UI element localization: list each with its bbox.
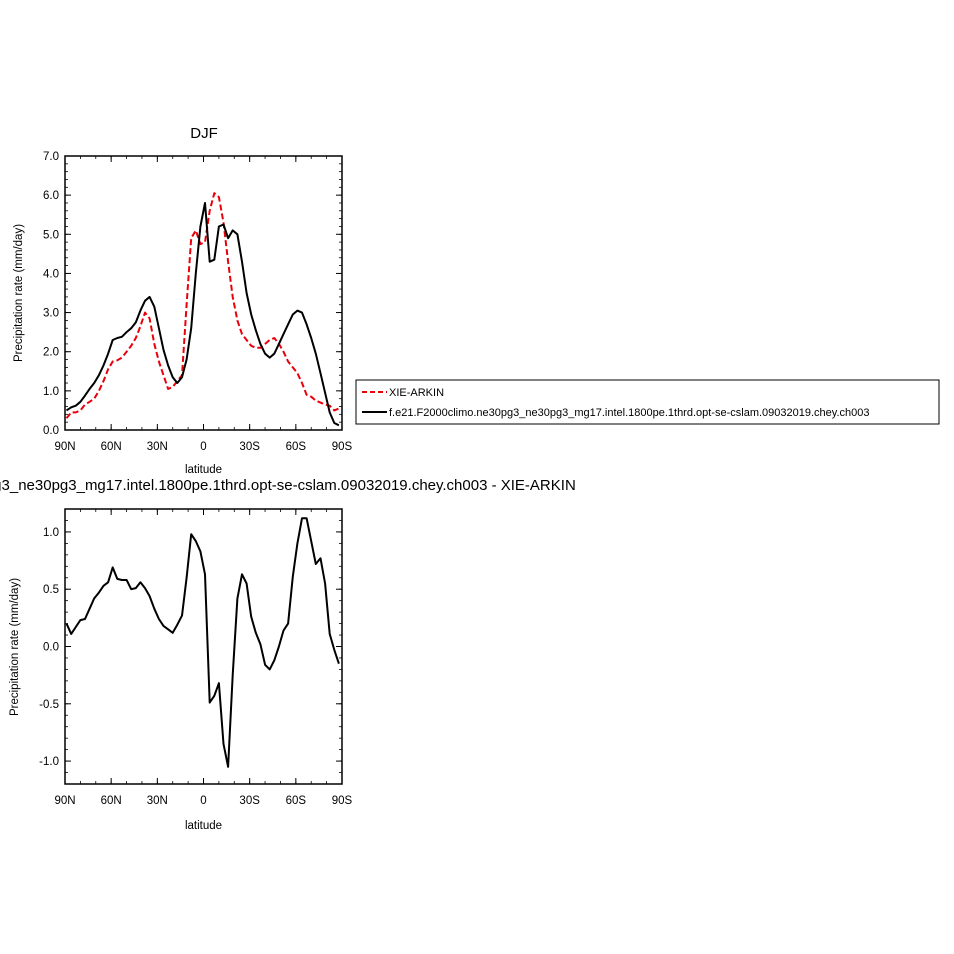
y-tick-labels: 0.0 1.0 2.0 3.0 4.0 5.0 6.0 7.0 <box>43 151 59 437</box>
x-tick-label: 30N <box>147 441 168 453</box>
x-tick-labels: 90N 60N 30N 0 30S 60S 90S <box>54 441 352 453</box>
chart-difference: f.e21.F2000climo.ne30pg3_ne30pg3_mg17.in… <box>0 477 576 832</box>
y-tick-label: 0.0 <box>43 642 59 654</box>
tick-marks <box>64 508 343 785</box>
plot-frame <box>64 508 343 785</box>
y-tick-label: 2.0 <box>43 347 59 359</box>
legend: XIE-ARKIN f.e21.F2000climo.ne30pg3_ne30p… <box>355 379 940 425</box>
x-tick-label: 60N <box>101 795 122 807</box>
x-tick-label: 0 <box>200 441 206 453</box>
series-lines <box>65 517 340 768</box>
plot-frame <box>64 155 343 431</box>
y-tick-label: -0.5 <box>39 699 59 711</box>
y-tick-label: 4.0 <box>43 268 59 280</box>
y-tick-label: 1.0 <box>43 386 59 398</box>
tick-marks <box>64 155 343 431</box>
x-tick-label: 30N <box>147 795 168 807</box>
y-tick-label: 1.0 <box>43 527 59 539</box>
x-tick-label: 60S <box>286 795 307 807</box>
legend-box <box>355 379 940 425</box>
series-lines <box>65 192 340 427</box>
x-tick-labels: 90N 60N 30N 0 30S 60S 90S <box>54 795 352 807</box>
series-line-model <box>65 202 340 427</box>
x-tick-label: 30S <box>239 441 260 453</box>
x-tick-label: 90N <box>54 441 75 453</box>
series-line-xie-arkin <box>65 192 340 419</box>
legend-label-xie-arkin: XIE-ARKIN <box>389 387 444 399</box>
y-tick-label: 0.0 <box>43 425 59 437</box>
x-tick-label: 90S <box>332 441 353 453</box>
series-line-difference <box>65 517 340 768</box>
y-tick-label: 7.0 <box>43 151 59 163</box>
y-tick-label: 5.0 <box>43 229 59 241</box>
y-tick-label: 6.0 <box>43 190 59 202</box>
chart-title: f.e21.F2000climo.ne30pg3_ne30pg3_mg17.in… <box>0 477 576 494</box>
y-tick-label: -1.0 <box>39 756 59 768</box>
legend-label-model: f.e21.F2000climo.ne30pg3_ne30pg3_mg17.in… <box>389 407 869 419</box>
chart-djf: DJF 0.0 1.0 2.0 3.0 4.0 5.0 6.0 7.0 90N 60N 30N 0 3… <box>13 125 353 476</box>
x-tick-label: 90S <box>332 795 353 807</box>
x-tick-label: 60S <box>286 441 307 453</box>
y-axis-label: Precipitation rate (mm/day) <box>9 578 21 716</box>
y-tick-label: 0.5 <box>43 584 59 596</box>
x-tick-label: 60N <box>101 441 122 453</box>
chart-title: DJF <box>190 125 218 142</box>
x-tick-label: 90N <box>54 795 75 807</box>
x-axis-label: latitude <box>185 464 222 476</box>
y-tick-labels: -1.0 -0.5 0.0 0.5 1.0 <box>39 527 59 768</box>
x-tick-label: 0 <box>200 795 206 807</box>
y-tick-label: 3.0 <box>43 308 59 320</box>
y-axis-label: Precipitation rate (mm/day) <box>13 224 25 362</box>
x-axis-label: latitude <box>185 820 222 832</box>
x-tick-label: 30S <box>239 795 260 807</box>
